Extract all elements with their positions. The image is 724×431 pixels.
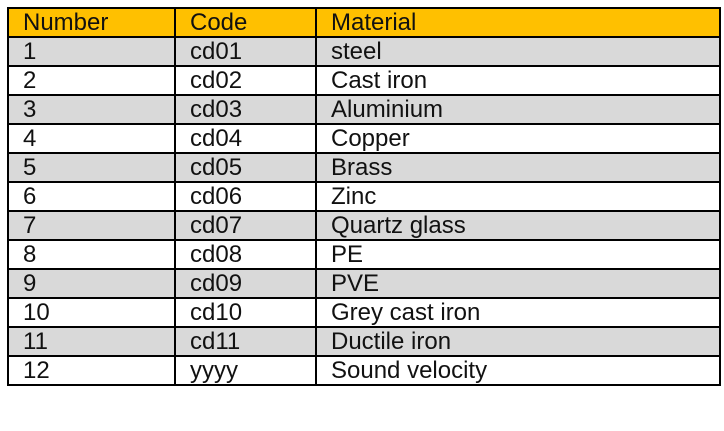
cell-number: 10 bbox=[7, 297, 176, 328]
table-row: 7 cd07 Quartz glass bbox=[7, 210, 721, 241]
cell-number: 2 bbox=[7, 65, 176, 96]
cell-material: Brass bbox=[315, 152, 721, 183]
cell-number: 5 bbox=[7, 152, 176, 183]
table-row: 4 cd04 Copper bbox=[7, 123, 721, 154]
cell-code: cd04 bbox=[174, 123, 317, 154]
header-row: Number Code Material bbox=[7, 7, 721, 38]
cell-material: steel bbox=[315, 36, 721, 67]
table-row: 9 cd09 PVE bbox=[7, 268, 721, 299]
cell-code: cd02 bbox=[174, 65, 317, 96]
cell-number: 11 bbox=[7, 326, 176, 357]
column-header-material: Material bbox=[315, 7, 721, 38]
cell-material: PE bbox=[315, 239, 721, 270]
table-row: 11 cd11 Ductile iron bbox=[7, 326, 721, 357]
cell-code: cd05 bbox=[174, 152, 317, 183]
table-row: 10 cd10 Grey cast iron bbox=[7, 297, 721, 328]
cell-material: Cast iron bbox=[315, 65, 721, 96]
cell-code: cd08 bbox=[174, 239, 317, 270]
column-header-code: Code bbox=[174, 7, 317, 38]
cell-material: Grey cast iron bbox=[315, 297, 721, 328]
cell-code: yyyy bbox=[174, 355, 317, 386]
table-row: 2 cd02 Cast iron bbox=[7, 65, 721, 96]
cell-number: 8 bbox=[7, 239, 176, 270]
cell-code: cd11 bbox=[174, 326, 317, 357]
table-row: 3 cd03 Aluminium bbox=[7, 94, 721, 125]
cell-material: Sound velocity bbox=[315, 355, 721, 386]
cell-number: 3 bbox=[7, 94, 176, 125]
cell-material: Aluminium bbox=[315, 94, 721, 125]
table-row: 5 cd05 Brass bbox=[7, 152, 721, 183]
cell-material: Copper bbox=[315, 123, 721, 154]
table-row: 12 yyyy Sound velocity bbox=[7, 355, 721, 386]
material-code-table: Number Code Material 1 cd01 steel 2 cd02… bbox=[7, 7, 721, 386]
cell-number: 1 bbox=[7, 36, 176, 67]
cell-number: 12 bbox=[7, 355, 176, 386]
table-row: 8 cd08 PE bbox=[7, 239, 721, 270]
cell-number: 4 bbox=[7, 123, 176, 154]
cell-material: Zinc bbox=[315, 181, 721, 212]
cell-code: cd10 bbox=[174, 297, 317, 328]
cell-material: PVE bbox=[315, 268, 721, 299]
cell-number: 6 bbox=[7, 181, 176, 212]
cell-code: cd06 bbox=[174, 181, 317, 212]
cell-code: cd01 bbox=[174, 36, 317, 67]
cell-code: cd09 bbox=[174, 268, 317, 299]
cell-material: Quartz glass bbox=[315, 210, 721, 241]
cell-number: 7 bbox=[7, 210, 176, 241]
table-row: 1 cd01 steel bbox=[7, 36, 721, 67]
cell-material: Ductile iron bbox=[315, 326, 721, 357]
cell-code: cd07 bbox=[174, 210, 317, 241]
cell-number: 9 bbox=[7, 268, 176, 299]
table-row: 6 cd06 Zinc bbox=[7, 181, 721, 212]
column-header-number: Number bbox=[7, 7, 176, 38]
cell-code: cd03 bbox=[174, 94, 317, 125]
